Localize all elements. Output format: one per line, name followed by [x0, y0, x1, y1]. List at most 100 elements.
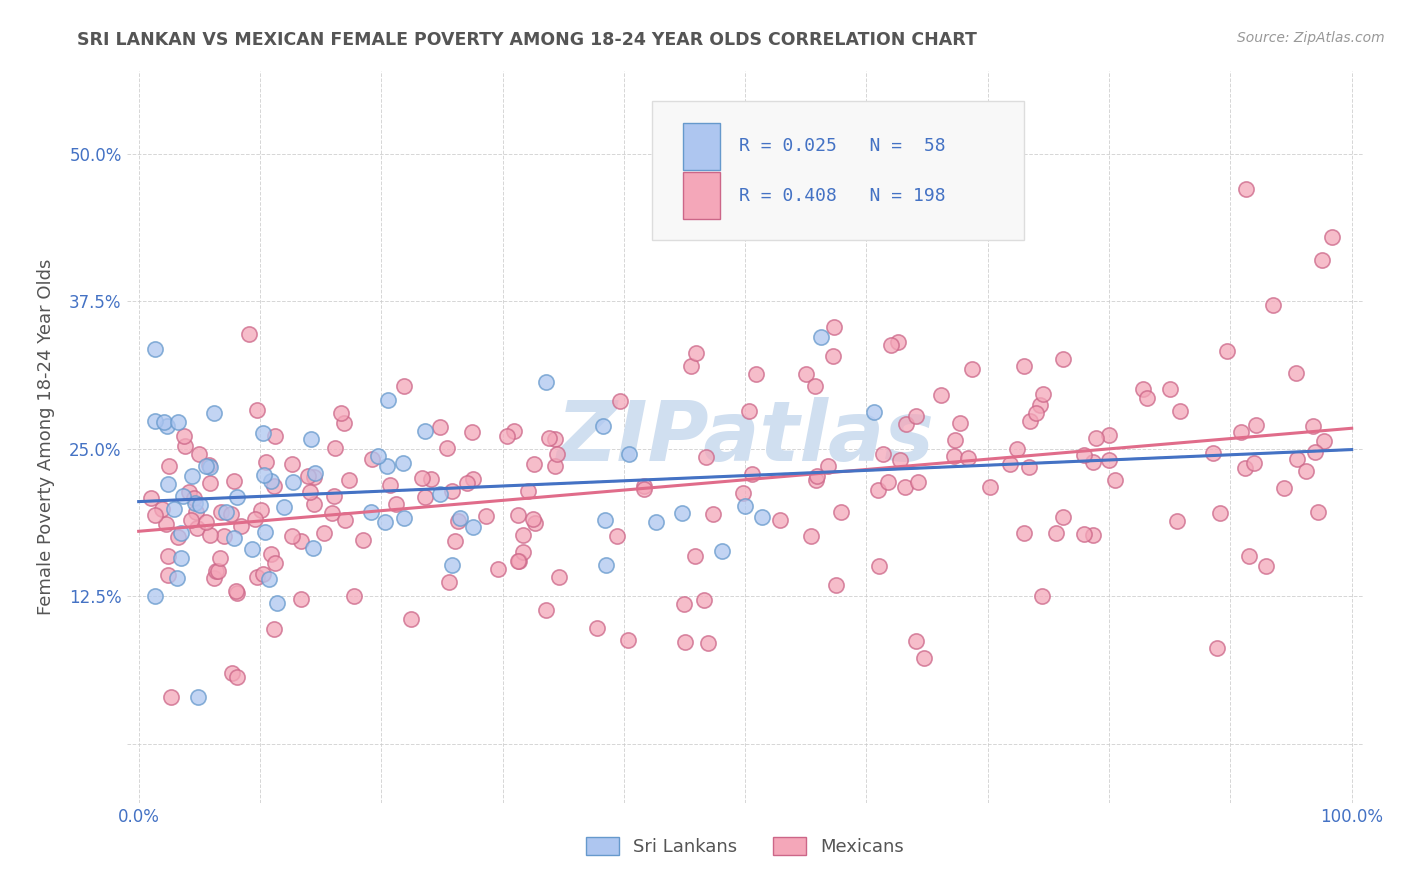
Point — [290, 592, 312, 607]
Point — [177, 485, 200, 500]
Point — [536, 375, 558, 389]
Point — [1018, 414, 1040, 428]
Point — [243, 512, 266, 526]
Point — [1272, 481, 1295, 495]
Point — [205, 564, 228, 578]
Point — [1216, 344, 1239, 359]
Point — [157, 477, 180, 491]
Point — [1237, 549, 1260, 564]
Point — [1104, 473, 1126, 487]
Point — [225, 586, 247, 600]
Point — [830, 505, 852, 519]
Point — [183, 495, 205, 509]
Point — [823, 320, 845, 334]
Point — [252, 426, 274, 441]
Point — [1306, 506, 1329, 520]
Point — [960, 362, 983, 376]
Point — [143, 508, 166, 522]
Point — [619, 448, 641, 462]
Point — [266, 596, 288, 610]
Point — [744, 367, 766, 381]
Point — [685, 345, 707, 359]
Point — [352, 533, 374, 547]
Point — [803, 379, 825, 393]
Point — [508, 508, 530, 522]
Point — [260, 474, 283, 488]
Point — [290, 533, 312, 548]
Point — [671, 506, 693, 520]
Point — [195, 515, 218, 529]
Point — [544, 433, 567, 447]
Point — [250, 503, 273, 517]
Point — [523, 457, 546, 471]
Point — [229, 519, 252, 533]
Point — [143, 414, 166, 428]
Point — [1136, 391, 1159, 405]
Point — [523, 516, 546, 531]
Point — [384, 497, 406, 511]
Point — [942, 449, 965, 463]
Point — [215, 505, 238, 519]
Point — [392, 379, 415, 393]
Point — [1081, 455, 1104, 469]
Point — [440, 558, 463, 572]
Point — [167, 530, 190, 544]
Point — [1132, 382, 1154, 396]
Point — [225, 490, 247, 504]
Point — [461, 425, 484, 439]
Point — [800, 529, 823, 543]
Point — [302, 470, 325, 484]
Point — [238, 326, 260, 341]
Point — [876, 475, 898, 489]
Point — [863, 405, 886, 419]
Point — [1085, 431, 1108, 445]
Point — [212, 529, 235, 543]
Point — [321, 506, 343, 520]
Point — [824, 578, 846, 592]
Point — [202, 407, 225, 421]
Point — [734, 499, 756, 513]
FancyBboxPatch shape — [652, 101, 1024, 240]
Point — [263, 556, 285, 570]
Point — [534, 603, 557, 617]
Point — [461, 520, 484, 534]
Point — [283, 475, 305, 489]
Bar — [683, 171, 720, 219]
Point — [1243, 456, 1265, 470]
Point — [633, 479, 655, 493]
Point — [419, 472, 441, 486]
Point — [1098, 453, 1121, 467]
Point — [337, 473, 360, 487]
Text: R = 0.408   N = 198: R = 0.408 N = 198 — [740, 186, 946, 204]
Point — [548, 570, 571, 584]
Point — [160, 690, 183, 704]
Point — [1031, 589, 1053, 603]
Point — [246, 402, 269, 417]
Point — [1052, 510, 1074, 524]
Point — [173, 439, 195, 453]
Point — [512, 545, 534, 559]
Point — [1305, 445, 1327, 459]
Point — [538, 431, 561, 445]
Point — [1098, 427, 1121, 442]
Point — [512, 528, 534, 542]
Y-axis label: Female Poverty Among 18-24 Year Olds: Female Poverty Among 18-24 Year Olds — [37, 259, 55, 615]
Point — [1159, 382, 1181, 396]
Point — [180, 513, 202, 527]
Point — [257, 572, 280, 586]
Point — [672, 597, 695, 611]
Point — [1073, 527, 1095, 541]
Point — [183, 491, 205, 505]
Point — [806, 468, 828, 483]
Point — [429, 419, 451, 434]
Point — [1313, 434, 1336, 449]
Point — [439, 575, 461, 590]
Point — [263, 622, 285, 636]
Point — [904, 409, 927, 423]
Point — [156, 568, 179, 582]
Point — [1233, 461, 1256, 475]
Point — [1081, 528, 1104, 542]
Point — [152, 416, 174, 430]
Point — [413, 490, 436, 504]
Point — [461, 473, 484, 487]
